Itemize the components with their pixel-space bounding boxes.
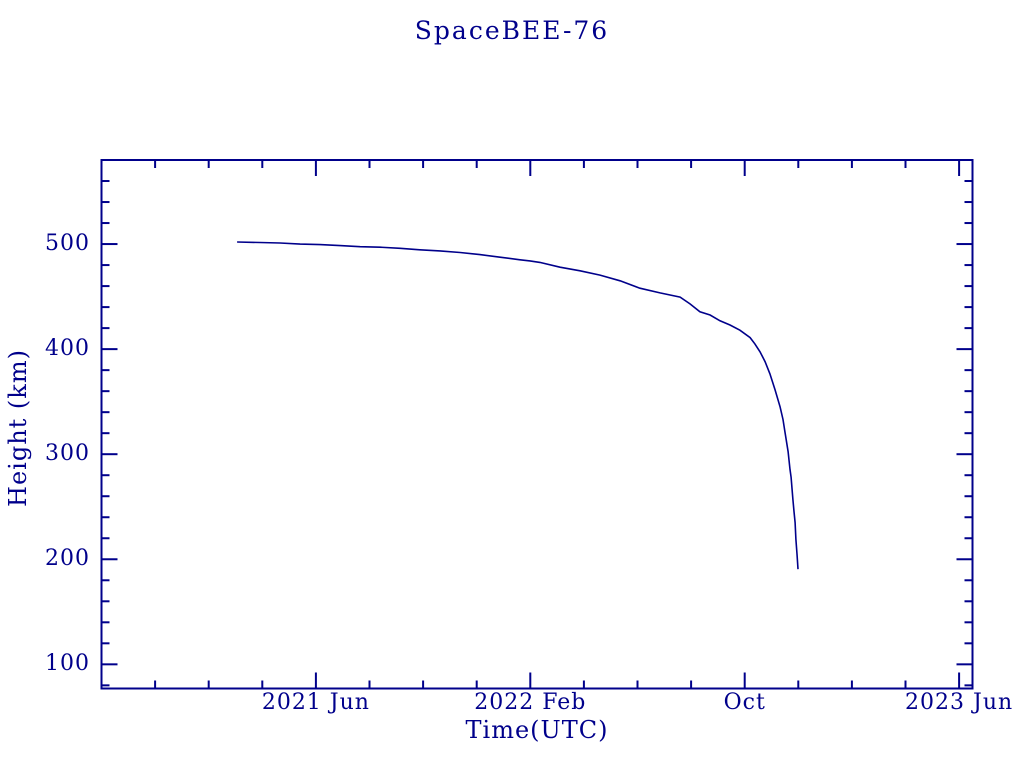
y-tick-label: 400 <box>45 336 90 362</box>
y-tick-label: 200 <box>45 546 90 572</box>
x-axis-label: Time(UTC) <box>465 716 609 744</box>
y-tick-label: 100 <box>45 651 90 677</box>
y-tick-label: 500 <box>45 231 90 257</box>
x-tick-label: Oct <box>723 690 766 715</box>
height-decay-curve <box>237 241 799 570</box>
x-tick-label: 2022 Feb <box>474 690 587 715</box>
y-tick-label: 300 <box>45 441 90 467</box>
chart-title: SpaceBEE-76 <box>414 16 610 45</box>
x-tick-label: 2023 Jun <box>905 690 1014 715</box>
x-tick-label: 2021 Jun <box>261 690 370 715</box>
y-axis-label: Height (km) <box>4 349 32 507</box>
plot-frame <box>100 159 974 690</box>
